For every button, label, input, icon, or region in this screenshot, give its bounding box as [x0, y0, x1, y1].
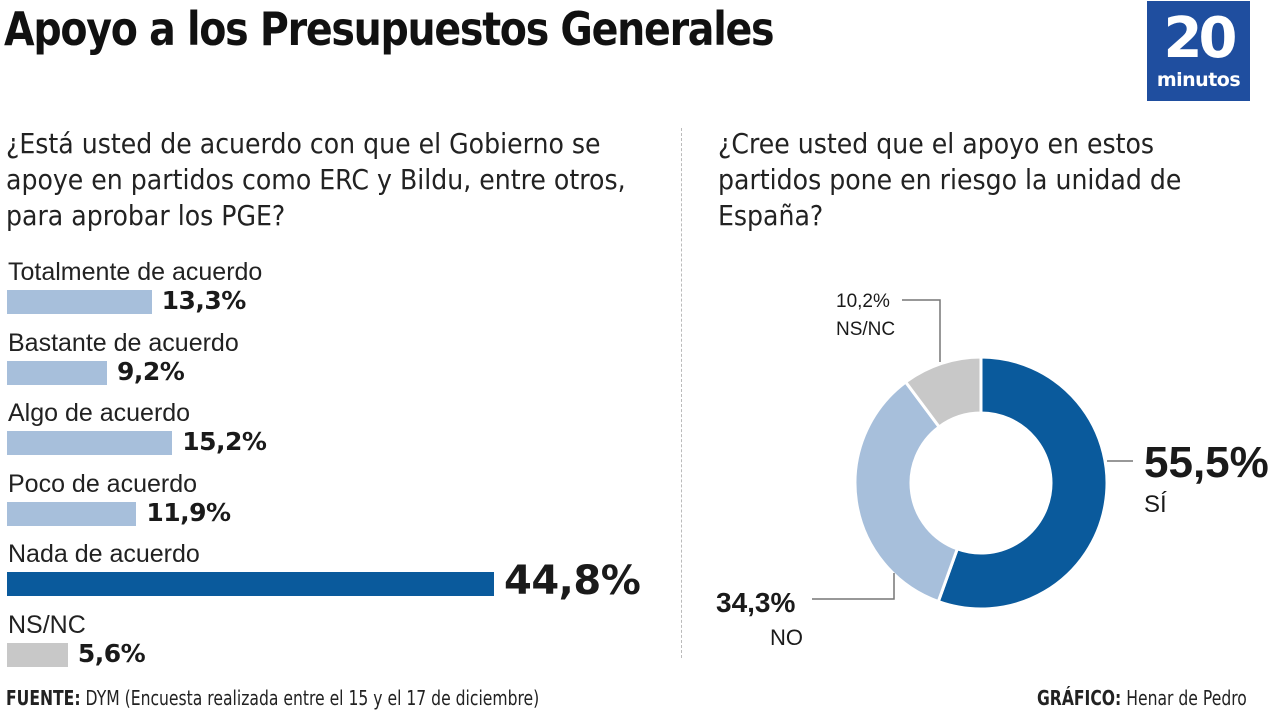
leader-line-nsnc: [902, 299, 941, 362]
donut-chart-question: ¿Cree usted que el apoyo en estos partid…: [718, 127, 1182, 232]
donut-category-label: SÍ: [1144, 491, 1167, 518]
bar-category-label: Bastante de acuerdo: [8, 328, 239, 357]
bar-category-label: Totalmente de acuerdo: [8, 258, 263, 286]
bar-category-label: Poco de acuerdo: [8, 469, 198, 498]
bar-value-label: 13,3%: [161, 286, 247, 315]
credit-note: GRÁFICO: Henar de Pedro: [1037, 686, 1247, 710]
donut-value-label: 10,2%: [836, 291, 890, 312]
donut-value-label: 55,5%: [1144, 438, 1269, 487]
donut-category-label: NS/NC: [836, 319, 895, 340]
source-label: FUENTE:: [6, 686, 81, 710]
bar-value-label: 11,9%: [146, 497, 231, 527]
page-title: Apoyo a los Presupuestos Generales: [4, 2, 775, 56]
leader-line-no: [812, 573, 895, 600]
donut-slice-nsnc: [903, 355, 983, 429]
credit-text: Henar de Pedro: [1121, 686, 1247, 710]
logo-word: minutos: [1156, 69, 1241, 91]
bar: [7, 642, 68, 667]
credit-label: GRÁFICO:: [1037, 686, 1122, 710]
bar-category-label: NS/NC: [8, 610, 86, 639]
bar: [7, 431, 173, 455]
bar-value-label: 44,8%: [504, 558, 641, 604]
donut-slice-no: [853, 379, 960, 604]
bar: [7, 360, 107, 385]
bar: [7, 572, 494, 596]
donut-category-label: NO: [770, 625, 803, 650]
bar: [7, 501, 137, 526]
bar-category-label: Algo de acuerdo: [8, 399, 191, 427]
donut-slice-s: [936, 355, 1109, 611]
bar: [7, 290, 152, 314]
logo-number: 20: [1163, 6, 1238, 71]
source-text: DYM (Encuesta realizada entre el 15 y el…: [80, 686, 540, 710]
donut-value-label: 34,3%: [716, 587, 795, 618]
bar-category-label: Nada de acuerdo: [8, 540, 200, 568]
bar-value-label: 9,2%: [117, 356, 185, 386]
source-note: FUENTE: DYM (Encuesta realizada entre el…: [6, 686, 539, 710]
bar-chart-question: ¿Está usted de acuerdo con que el Gobier…: [6, 127, 626, 232]
column-divider: [681, 128, 682, 658]
bar-value-label: 15,2%: [182, 427, 267, 456]
bar-value-label: 5,6%: [77, 638, 146, 668]
logo-20minutos: 20 minutos: [1147, 1, 1250, 101]
